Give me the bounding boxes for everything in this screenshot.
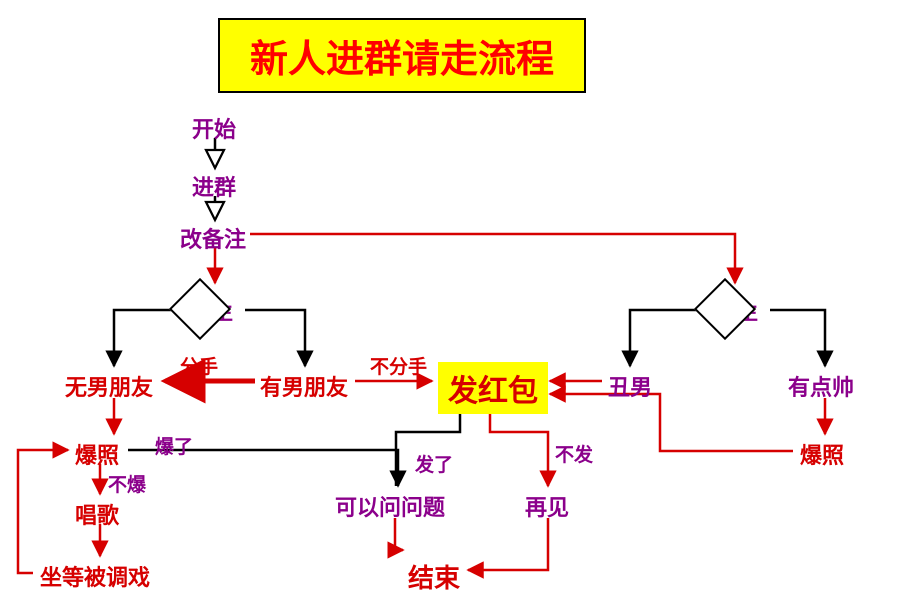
- edge-4: [114, 310, 173, 366]
- node-hasbf: 有男朋友: [260, 370, 348, 402]
- decision-girl: [169, 278, 231, 340]
- edge-6: [630, 310, 698, 366]
- node-redpack: 发红包: [438, 362, 548, 414]
- edge-5: [245, 310, 305, 366]
- edge-label-fale: 发了: [415, 450, 453, 477]
- edge-label-nobao: 不爆: [108, 470, 146, 497]
- node-bye: 再见: [525, 490, 569, 522]
- node-wait: 坐等被调戏: [40, 560, 150, 592]
- edge-7: [770, 310, 825, 366]
- edge-label-breakup: 分手: [180, 352, 218, 379]
- node-join: 进群: [192, 170, 236, 202]
- title-text: 新人进群请走流程: [250, 39, 554, 81]
- node-nobf: 无男朋友: [65, 370, 153, 402]
- title-banner: 新人进群请走流程: [218, 18, 586, 93]
- edge-21: [468, 518, 548, 570]
- node-sing: 唱歌: [75, 498, 119, 530]
- node-ask: 可以问问题: [335, 490, 445, 522]
- edge-label-nofa: 不发: [555, 440, 593, 467]
- node-handsome: 有点帅: [788, 370, 854, 402]
- node-ugly: 丑男: [608, 370, 652, 402]
- node-start: 开始: [192, 112, 236, 144]
- node-photo2: 爆照: [800, 438, 844, 470]
- edge-16: [18, 450, 68, 573]
- node-rename: 改备注: [180, 222, 246, 254]
- decision-boy: [694, 278, 756, 340]
- node-end: 结束: [408, 558, 460, 595]
- edge-19: [490, 405, 548, 486]
- edge-20: [395, 518, 403, 550]
- edge-3: [250, 234, 735, 283]
- node-photo1: 爆照: [75, 438, 119, 470]
- edge-label-baole: 爆了: [155, 432, 193, 459]
- edge-label-nobreak: 不分手: [370, 352, 427, 379]
